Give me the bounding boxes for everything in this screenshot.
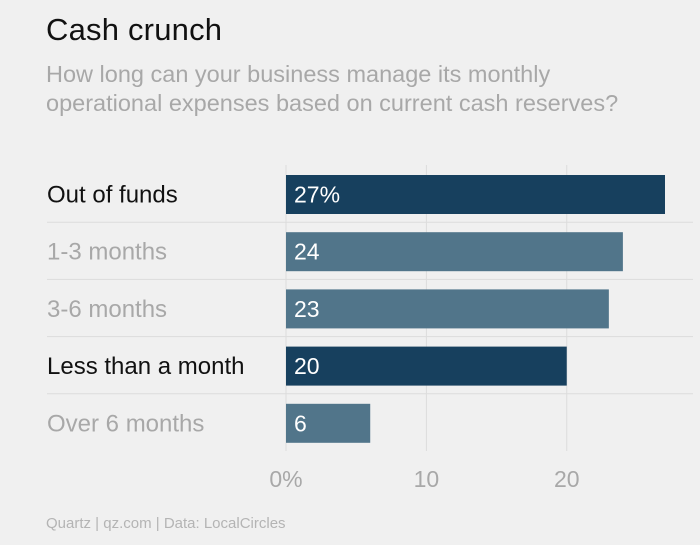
chart-subtitle: How long can your business manage its mo… xyxy=(46,61,619,116)
bar xyxy=(286,346,567,386)
category-label: Over 6 months xyxy=(47,410,204,437)
bar xyxy=(286,289,609,329)
value-label: 20 xyxy=(294,353,320,379)
category-label: 1-3 months xyxy=(47,239,167,266)
chart-title: Cash crunch xyxy=(46,12,223,47)
value-label: 24 xyxy=(294,239,320,265)
value-label: 27% xyxy=(294,182,340,208)
value-label: 6 xyxy=(294,410,307,436)
bar xyxy=(286,403,371,443)
x-tick-label: 10 xyxy=(414,466,440,492)
category-label: 3-6 months xyxy=(47,296,167,323)
bar xyxy=(286,232,623,272)
x-tick-label: 0% xyxy=(269,466,302,492)
x-tick-label: 20 xyxy=(554,466,580,492)
value-label: 23 xyxy=(294,296,320,322)
category-label: Out of funds xyxy=(47,182,178,209)
source-note: Quartz | qz.com | Data: LocalCircles xyxy=(46,515,286,532)
category-label: Less than a month xyxy=(47,353,244,380)
bar xyxy=(286,175,665,214)
